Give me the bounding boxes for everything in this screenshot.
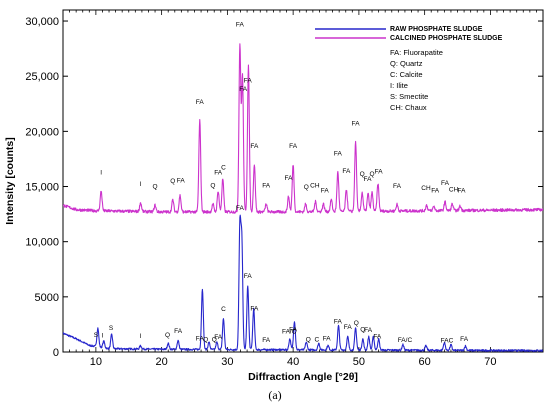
peak-label: FA [457,187,466,194]
peak-label: Q [360,171,365,178]
peak-label: FA [244,273,253,280]
peak-label: Q [165,332,170,339]
peak-label: FA [344,324,353,331]
peak-label: FA/C [398,337,413,344]
peak-label: CH [449,187,459,194]
peak-label: Q [212,337,217,344]
peak-label: FA [321,187,330,194]
series-line-calcined [63,43,543,214]
legend: RAW PHOSPHATE SLUDGE CALCINED PHOSPHATE … [315,26,503,112]
legend-phase-fluorapatite: FA: Fluorapatite [390,48,443,57]
y-tick-label: 15,000 [25,182,59,194]
peak-label: Q [354,320,359,327]
peak-label: FA [262,337,271,344]
peak-label: FA [196,336,205,343]
legend-phase-smectite: S: Smectite [390,92,428,101]
plot-area [62,9,544,353]
peak-label: FA [196,99,205,106]
peak-label: I [140,333,142,340]
x-tick-label: 30 [221,356,233,368]
peak-label: FA [342,168,351,175]
peak-label: FA [174,328,183,335]
peak-label: FA/C [282,329,297,336]
peak-label: FA [214,169,223,176]
peak-label: FA [334,318,343,325]
peak-label: Q [170,178,175,185]
peak-label: Q [203,337,208,344]
peak-label: Q [360,326,365,333]
peak-label: FA [250,305,259,312]
peak-label: FA [214,334,223,341]
x-tick-label: 60 [419,356,431,368]
y-axis: 0 5000 10,000 15,000 20,000 25,000 30,000 [25,16,543,359]
peak-label: Q [153,184,158,191]
peak-label: FA [334,150,343,157]
legend-phase-quartz: Q: Quartz [390,59,423,68]
peak-label: S [109,325,114,332]
peak-label: FA [373,333,382,340]
peak-label: CH [421,185,431,192]
y-tick-label: 30,000 [25,16,59,28]
legend-phase-ilite: I: Ilite [390,81,408,90]
x-tick-label: 10 [90,356,102,368]
peak-label: I [102,332,104,339]
legend-phase-calcite: C: Calcite [390,70,423,79]
peak-label: CH [310,182,320,189]
peak-label: FA [285,175,294,182]
peak-label: FA [460,336,469,343]
peak-label: FA [323,336,332,343]
x-axis-title: Diffraction Angle [°2θ] [248,371,358,383]
peak-label: C [221,165,226,172]
peak-label: FA [375,168,384,175]
peak-label: FA [289,143,298,150]
peak-label: FA [239,86,248,93]
peak-label: FA [441,180,450,187]
figure-caption: (a) [268,388,281,402]
peak-label: FA [289,327,298,334]
peak-label: FA [177,178,186,185]
peak-label: FA [363,176,372,183]
peak-label: I [100,169,102,176]
peak-label: FA [250,143,259,150]
y-axis-title: Intensity [counts] [4,137,16,225]
series-line-raw [63,214,543,352]
y-tick-label: 5000 [35,292,59,304]
peak-label: FAC [441,337,454,344]
y-tick-label: 0 [53,347,59,359]
legend-label-calcined: CALCINED PHOSPHATE SLUDGE [390,35,503,42]
y-tick-label: 20,000 [25,126,59,138]
peak-label: FA [236,21,245,28]
peak-label: C [221,306,226,313]
peak-label: FA [352,120,361,127]
peak-label: Q [210,183,215,190]
y-tick-label: 10,000 [25,237,59,249]
peak-label: FA [431,188,440,195]
y-tick-label: 25,000 [25,71,59,83]
peak-label: FA [236,205,245,212]
x-tick-label: 40 [287,356,299,368]
peak-label: I [140,181,142,188]
peak-label: FA [244,78,253,85]
peak-label: FA [393,183,402,190]
peak-label: FA [364,327,373,334]
x-tick-label: 70 [484,356,496,368]
peak-label: S [94,332,99,339]
peak-label: Q [370,171,375,178]
peak-label: FA [262,183,271,190]
peak-label: Q [306,336,311,343]
legend-phase-chaux: CH: Chaux [390,103,427,112]
x-tick-label: 20 [156,356,168,368]
peak-label: Q [304,184,309,191]
peak-label: C [314,336,319,343]
x-tick-label: 50 [353,356,365,368]
legend-label-raw: RAW PHOSPHATE SLUDGE [390,26,483,33]
